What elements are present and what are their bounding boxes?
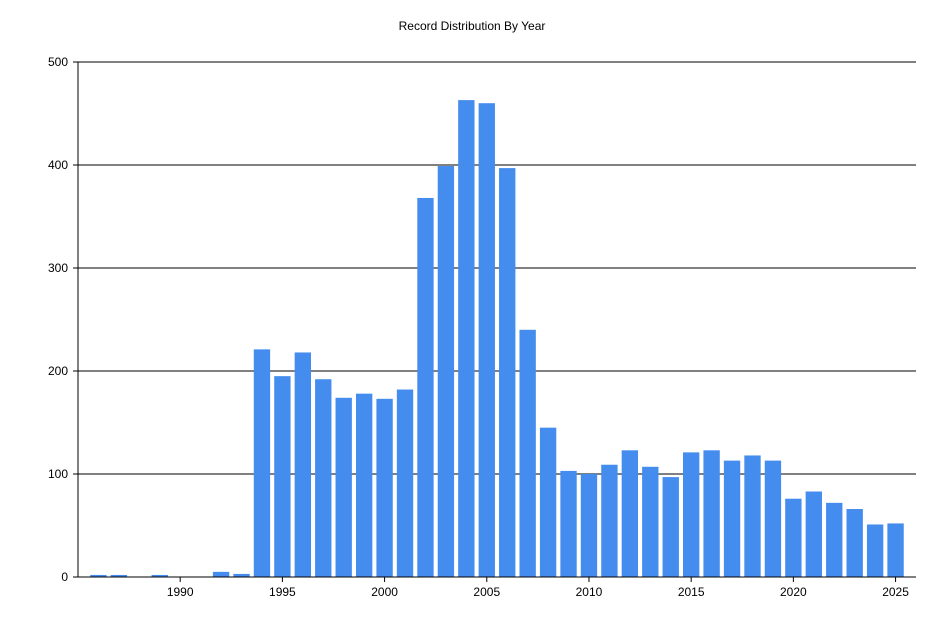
bar	[764, 460, 782, 577]
y-tick-label: 0	[61, 570, 68, 584]
bar	[274, 376, 291, 577]
bar	[601, 464, 618, 577]
bar	[253, 349, 271, 577]
bar	[396, 389, 414, 577]
gridlines	[78, 61, 916, 475]
x-tick-label: 2020	[780, 585, 807, 599]
y-tick-label: 300	[48, 261, 68, 275]
y-tick-label: 200	[48, 364, 68, 378]
bar	[376, 398, 393, 577]
y-tick-label: 400	[48, 158, 68, 172]
bar	[846, 509, 863, 577]
bars	[90, 100, 904, 578]
bar	[805, 491, 822, 577]
bar	[826, 502, 843, 577]
y-tick-label: 500	[48, 55, 68, 69]
bar	[785, 498, 802, 577]
bar	[744, 455, 761, 577]
x-tick-label: 2015	[678, 585, 705, 599]
x-tick-label: 2005	[473, 585, 500, 599]
bar	[580, 474, 598, 577]
bar	[682, 452, 700, 577]
bar	[499, 168, 516, 577]
bar	[478, 103, 495, 577]
axes	[77, 62, 916, 578]
x-tick-label: 1990	[167, 585, 194, 599]
bar	[703, 450, 720, 577]
bar	[315, 379, 332, 577]
bar	[212, 571, 230, 577]
x-tick-label: 2000	[371, 585, 398, 599]
bar	[560, 470, 577, 577]
y-tick-label: 100	[48, 467, 68, 481]
x-tick-label: 2010	[576, 585, 603, 599]
bar	[621, 450, 639, 577]
bar	[866, 524, 884, 577]
x-tick-label: 2025	[882, 585, 909, 599]
bar	[110, 574, 128, 577]
bar	[723, 460, 741, 577]
bar	[233, 573, 250, 577]
bar	[335, 397, 352, 577]
bar	[458, 100, 475, 578]
bar	[519, 329, 536, 577]
x-tick-label: 1995	[269, 585, 296, 599]
bar	[539, 427, 557, 577]
bar	[90, 574, 107, 577]
bar	[642, 466, 659, 577]
bar	[151, 574, 168, 577]
bar	[294, 352, 312, 577]
bar	[662, 477, 679, 577]
bar	[887, 523, 904, 577]
x-axis-ticks: 1990 1995 2000 2005 2010 2015 2020 2025	[167, 577, 909, 599]
bar	[437, 166, 455, 577]
bar	[355, 393, 373, 577]
chart-title: Record Distribution By Year	[399, 19, 546, 33]
y-axis-ticks: 0 100 200 300 400 500	[48, 55, 78, 584]
bar	[417, 197, 434, 577]
